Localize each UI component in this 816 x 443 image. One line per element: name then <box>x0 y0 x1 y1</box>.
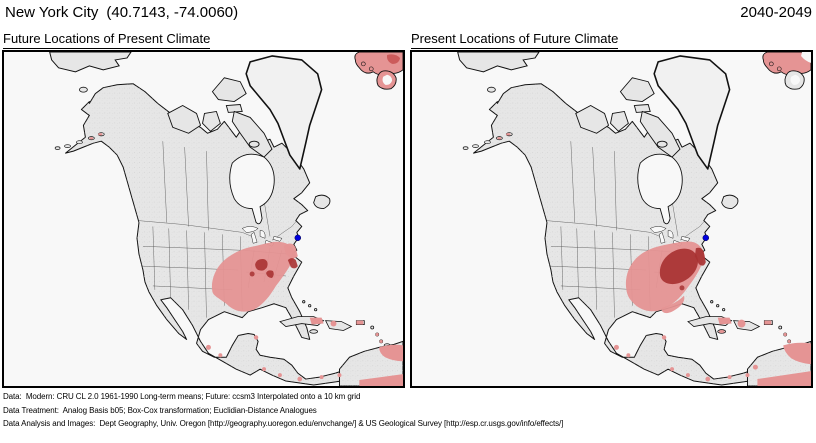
iceland-interior <box>382 74 393 85</box>
map-present-locations-of-future-climate <box>410 50 813 388</box>
city-marker <box>294 234 302 242</box>
analog-region-venezuela <box>379 344 403 362</box>
footer-data-line: Data: Modern: CRU CL 2.0 1961-1990 Long-… <box>3 392 361 401</box>
period-label: 2040-2049 <box>740 4 812 21</box>
footer-treatment-line: Data Treatment: Analog Basis b05; Box-Co… <box>3 405 317 415</box>
analog-region-southeast-us <box>211 241 298 312</box>
analog-region-uk-core <box>386 54 401 64</box>
footer: Data: Modern: CRU CL 2.0 1961-1990 Long-… <box>3 390 815 431</box>
right-map-title: Present Locations of Future Climate <box>411 31 619 49</box>
analog-region-venezuela <box>783 342 811 365</box>
header: New York City (40.7143, -74.0060) 2040-20… <box>5 2 812 26</box>
uk-corner-white-notch <box>801 52 811 63</box>
left-map-title: Future Locations of Present Climate <box>3 31 211 49</box>
analog-region-south-edge <box>359 374 403 386</box>
footer-credits-line: Data Analysis and Images: Dept Geography… <box>3 419 564 428</box>
iceland-interior <box>790 74 801 85</box>
city-coordinates: (40.7143, -74.0060) <box>106 4 239 21</box>
analog-region-southeast-us <box>625 241 706 314</box>
map-future-locations-of-present-climate <box>2 50 405 388</box>
city-marker <box>702 234 710 242</box>
analog-region-south-edge <box>757 371 811 386</box>
city-name: New York City <box>5 4 99 21</box>
